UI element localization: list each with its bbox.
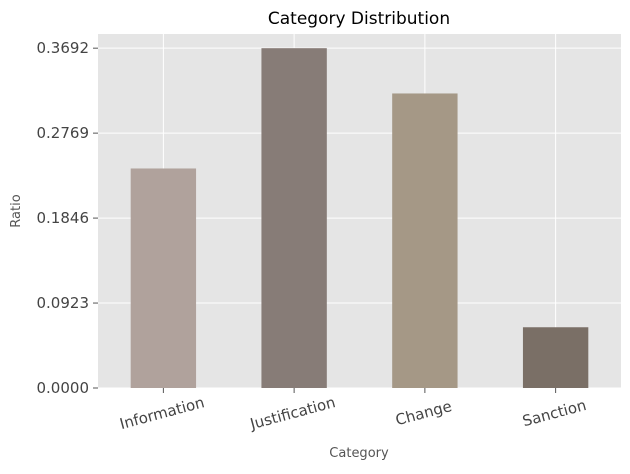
bars: [130, 48, 589, 389]
x-tick-label: Sanction: [521, 396, 589, 430]
x-tick-label: Change: [394, 397, 454, 429]
chart-title: Category Distribution: [268, 9, 450, 29]
y-tick-label: 0.0923: [37, 294, 90, 312]
y-tick-label: 0.0000: [37, 379, 90, 397]
y-axis-ticks: 0.0000 0.0923 0.1846 0.2769 0.3692: [37, 39, 98, 397]
bar-justification: [261, 48, 327, 388]
x-tick-label: Information: [118, 393, 207, 433]
bar-change: [392, 93, 458, 389]
y-tick-label: 0.1846: [37, 209, 90, 227]
x-tick-label: Justification: [247, 393, 337, 433]
y-tick-label: 0.3692: [37, 39, 90, 57]
x-axis-label: Category: [329, 446, 389, 461]
bar-information: [130, 168, 197, 388]
x-axis-ticks: Information Justification Change Sanction: [118, 388, 588, 433]
y-tick-label: 0.2769: [37, 124, 90, 142]
y-axis-label: Ratio: [9, 194, 24, 227]
bar-sanction: [522, 327, 589, 388]
